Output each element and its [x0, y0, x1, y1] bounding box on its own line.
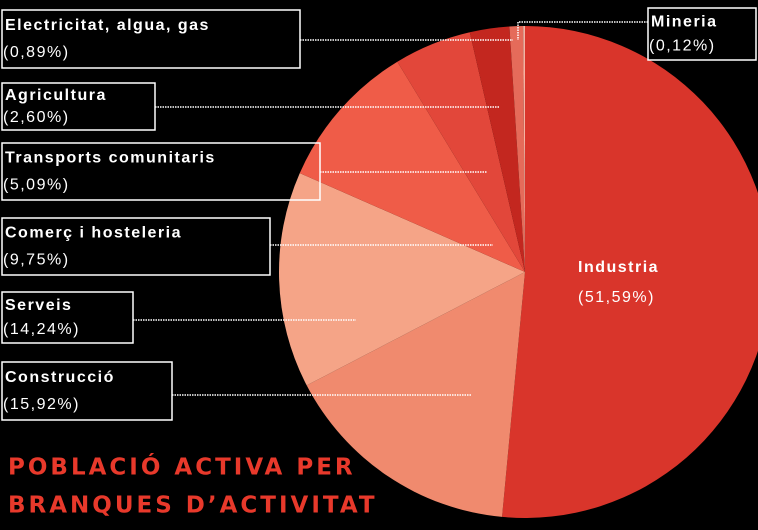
- slice-label: Transports comunitaris: [5, 150, 216, 167]
- value-label: (0,89%): [3, 44, 70, 61]
- pie-slice: [469, 26, 525, 272]
- value-label: (51,59%): [578, 289, 655, 306]
- slice-label: Electricitat, algua, gas: [5, 17, 210, 34]
- slice-label: Construcció: [5, 369, 115, 386]
- pie-slice: [397, 32, 525, 273]
- slice-label: Serveis: [5, 297, 72, 314]
- pie-slice: [502, 26, 758, 518]
- label-box: [647, 7, 757, 61]
- pie-slice: [523, 26, 525, 272]
- value-label: (5,09%): [3, 176, 70, 193]
- pie-slice: [509, 26, 525, 273]
- value-label: (9,75%): [3, 251, 70, 268]
- label-box: [1, 291, 134, 344]
- value-label: (0,12%): [649, 38, 716, 55]
- label-box: [1, 361, 173, 421]
- pie-slice: [279, 173, 525, 386]
- slice-label: Agricultura: [5, 87, 107, 104]
- label-box: [1, 217, 271, 276]
- chart-title: BRANQUES D’ACTIVITAT: [8, 493, 378, 519]
- pie: [279, 26, 758, 518]
- labels: Industria (51,59%) Construcció (15,92%) Serv…: [1, 7, 757, 421]
- label-box: [1, 9, 301, 69]
- value-label: (2,60%): [3, 109, 70, 126]
- slice-label: Mineria: [651, 13, 718, 30]
- chart-title: POBLACIÓ ACTIVA PER: [8, 453, 356, 481]
- value-label: (15,92%): [3, 396, 80, 413]
- leader-line: [517, 21, 648, 40]
- value-label: (14,24%): [3, 321, 80, 338]
- slice-label: Industria: [578, 259, 659, 276]
- slice-label: Comerç i hosteleria: [5, 225, 182, 242]
- pie-slice: [299, 61, 525, 272]
